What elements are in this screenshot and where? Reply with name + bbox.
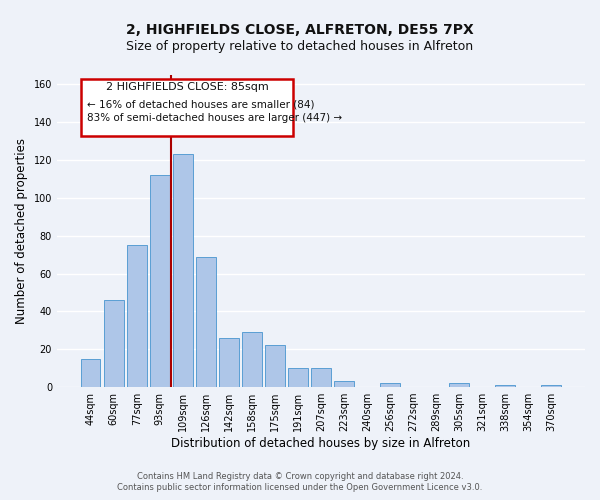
Bar — [150, 175, 170, 387]
Bar — [449, 384, 469, 387]
Bar — [311, 368, 331, 387]
X-axis label: Distribution of detached houses by size in Alfreton: Distribution of detached houses by size … — [172, 437, 470, 450]
Bar — [496, 385, 515, 387]
Text: Size of property relative to detached houses in Alfreton: Size of property relative to detached ho… — [127, 40, 473, 53]
Bar — [127, 245, 146, 387]
Bar — [380, 384, 400, 387]
Text: 2 HIGHFIELDS CLOSE: 85sqm: 2 HIGHFIELDS CLOSE: 85sqm — [106, 82, 269, 92]
Bar — [242, 332, 262, 387]
Text: Contains HM Land Registry data © Crown copyright and database right 2024.: Contains HM Land Registry data © Crown c… — [137, 472, 463, 481]
Bar — [196, 256, 215, 387]
Bar — [541, 385, 561, 387]
Y-axis label: Number of detached properties: Number of detached properties — [15, 138, 28, 324]
FancyBboxPatch shape — [82, 79, 293, 136]
Bar — [81, 358, 100, 387]
Bar — [265, 346, 284, 387]
Bar — [104, 300, 124, 387]
Bar — [173, 154, 193, 387]
Text: 83% of semi-detached houses are larger (447) →: 83% of semi-detached houses are larger (… — [87, 113, 342, 123]
Text: 2, HIGHFIELDS CLOSE, ALFRETON, DE55 7PX: 2, HIGHFIELDS CLOSE, ALFRETON, DE55 7PX — [126, 22, 474, 36]
Text: Contains public sector information licensed under the Open Government Licence v3: Contains public sector information licen… — [118, 484, 482, 492]
Bar — [288, 368, 308, 387]
Text: ← 16% of detached houses are smaller (84): ← 16% of detached houses are smaller (84… — [87, 99, 314, 109]
Bar — [219, 338, 239, 387]
Bar — [334, 382, 354, 387]
